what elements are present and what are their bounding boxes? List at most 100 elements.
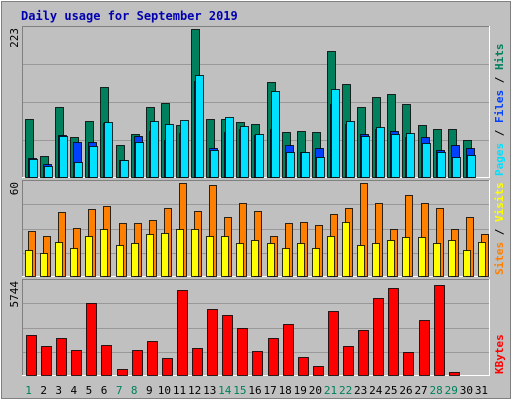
legend-entry-sites: Sites (493, 242, 506, 275)
bar-sites-day-31 (478, 242, 486, 277)
x-tick-label: 18 (279, 384, 292, 397)
x-tick-label: 24 (369, 384, 383, 397)
legend-separator: / (493, 123, 506, 143)
bar-sites-day-22 (342, 222, 350, 277)
x-tick-label: 12 (188, 384, 201, 397)
bar-kbytes-day-5 (86, 303, 97, 376)
bar-pages-day-15 (240, 126, 249, 178)
bar-pages-day-6 (104, 122, 113, 178)
x-tick-label: 22 (339, 384, 352, 397)
bar-kbytes-day-15 (237, 328, 248, 376)
bar-kbytes-day-20 (313, 366, 324, 376)
bar-pages-day-1 (29, 159, 38, 178)
bar-sites-day-11 (176, 229, 184, 277)
bar-kbytes-day-16 (252, 351, 263, 376)
legend-entry-visits: Visits (493, 182, 506, 222)
x-tick-label: 1 (25, 384, 32, 397)
bar-sites-day-27 (418, 237, 426, 277)
bar-pages-day-22 (346, 121, 355, 178)
bar-sites-day-29 (448, 240, 456, 277)
x-tick-label: 30 (460, 384, 473, 397)
x-tick-label: 21 (324, 384, 337, 397)
bar-kbytes-day-14 (222, 315, 233, 376)
bar-kbytes-day-17 (268, 338, 279, 376)
x-tick-label: 14 (218, 384, 232, 397)
bar-kbytes-day-1 (26, 335, 37, 376)
bar-sites-day-26 (402, 237, 410, 277)
panel-kbytes: 5744 KBytes (8, 279, 506, 376)
bar-kbytes-day-29 (449, 372, 460, 376)
bar-pages-day-9 (150, 121, 159, 178)
x-tick-label: 13 (203, 384, 216, 397)
bar-pages-day-17 (271, 91, 280, 178)
bar-kbytes-day-8 (132, 350, 143, 376)
bar-pages-day-2 (44, 166, 53, 178)
x-tick-label: 2 (40, 384, 47, 397)
bar-pages-day-10 (165, 124, 174, 178)
bar-pages-day-20 (316, 157, 325, 178)
bar-kbytes-day-19 (298, 357, 309, 376)
chart-title: Daily usage for September 2019 (21, 9, 238, 23)
bar-kbytes-day-6 (101, 345, 112, 376)
x-tick-label: 28 (430, 384, 443, 397)
bar-sites-day-3 (55, 242, 63, 277)
bar-sites-day-7 (116, 245, 124, 277)
legend-entry-files: Files (493, 90, 506, 123)
bar-pages-day-27 (422, 143, 431, 178)
bar-kbytes-day-27 (419, 320, 430, 376)
bar-sites-day-24 (372, 243, 380, 277)
bar-sites-day-30 (463, 250, 471, 277)
panel-kbytes-legend: KBytes (493, 334, 506, 374)
panel-hits-max-label: 223 (8, 28, 21, 48)
chart-panels: 223 Pages / Files / Hits 60 Sites / Visits 5… (8, 26, 506, 376)
x-tick-label: 25 (384, 384, 397, 397)
bar-pages-day-8 (135, 142, 144, 178)
bar-pages-day-19 (301, 152, 310, 178)
bar-pages-day-24 (376, 127, 385, 178)
bar-pages-day-26 (406, 133, 415, 178)
bar-kbytes-day-18 (283, 324, 294, 376)
bar-sites-day-4 (70, 248, 78, 277)
bar-kbytes-day-9 (147, 341, 158, 376)
bar-pages-day-13 (210, 150, 219, 178)
x-tick-label: 16 (248, 384, 261, 397)
bar-kbytes-day-3 (56, 338, 67, 376)
bar-pages-day-14 (225, 117, 234, 178)
bar-pages-day-11 (180, 120, 189, 178)
bar-pages-day-25 (391, 134, 400, 178)
x-tick-label: 27 (414, 384, 427, 397)
x-tick-label: 6 (101, 384, 108, 397)
bar-kbytes-day-28 (434, 285, 445, 376)
x-tick-label: 11 (173, 384, 186, 397)
bar-sites-day-15 (236, 243, 244, 277)
panel-visits: 60 Sites / Visits (8, 180, 506, 277)
x-tick-label: 4 (71, 384, 78, 397)
bar-kbytes-day-7 (117, 369, 128, 376)
bar-sites-day-23 (357, 245, 365, 277)
bar-pages-day-16 (255, 134, 264, 178)
bar-sites-day-28 (433, 243, 441, 277)
bar-sites-day-18 (282, 248, 290, 277)
bar-kbytes-day-26 (403, 352, 414, 376)
x-tick-label: 31 (475, 384, 488, 397)
bar-sites-day-1 (25, 250, 33, 277)
panel-hits-legend: Pages / Files / Hits (493, 44, 506, 177)
x-tick-label: 5 (86, 384, 93, 397)
bar-kbytes-day-24 (373, 298, 384, 376)
bar-sites-day-5 (85, 236, 93, 277)
bar-kbytes-day-23 (358, 330, 369, 376)
legend-entry-hits: Hits (493, 44, 506, 71)
bar-sites-day-13 (206, 236, 214, 277)
bar-sites-day-20 (312, 248, 320, 277)
x-tick-label: 15 (233, 384, 246, 397)
legend-entry-pages: Pages (493, 143, 506, 176)
bar-pages-day-28 (437, 152, 446, 178)
bar-kbytes-day-4 (71, 350, 82, 376)
bar-kbytes-day-2 (41, 346, 52, 376)
bar-kbytes-day-13 (207, 309, 218, 376)
legend-separator: / (493, 70, 506, 90)
x-tick-label: 19 (294, 384, 307, 397)
x-tick-label: 20 (309, 384, 322, 397)
panel-visits-legend: Sites / Visits (493, 182, 506, 275)
x-tick-label: 10 (158, 384, 171, 397)
